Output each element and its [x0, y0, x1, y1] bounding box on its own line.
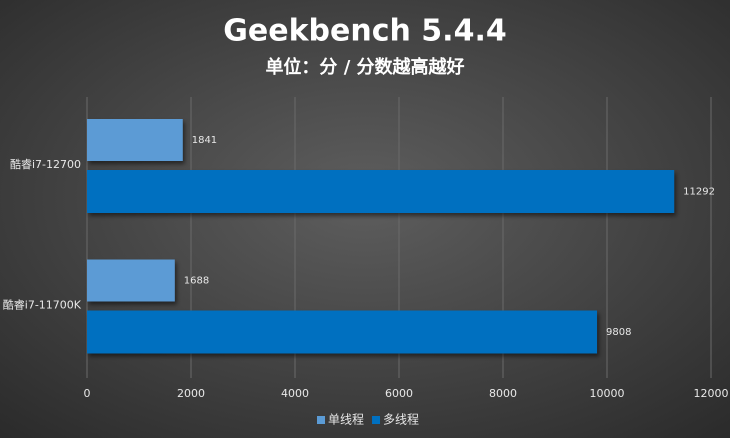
value-label: 1688: [184, 276, 209, 287]
bar: [87, 170, 675, 213]
x-tick-label: 2000: [177, 387, 205, 400]
x-tick-label: 4000: [281, 387, 309, 400]
y-tick-label: 酷睿i7-11700K: [3, 298, 82, 312]
value-label: 9808: [606, 327, 631, 338]
legend-swatch: [372, 416, 381, 424]
bar: [87, 259, 175, 302]
y-tick-label: 酷睿i7-12700: [10, 157, 81, 171]
chart-title: Geekbench 5.4.4: [223, 14, 506, 49]
x-tick-label: 0: [84, 387, 91, 400]
value-label: 11292: [683, 187, 715, 198]
x-tick-label: 10000: [590, 387, 625, 400]
legend-label: 单线程: [328, 412, 364, 427]
x-tick-label: 6000: [385, 387, 413, 400]
value-label: 1841: [192, 135, 217, 146]
legend-swatch: [317, 416, 325, 424]
legend-label: 多线程: [383, 412, 419, 427]
bar: [87, 310, 598, 354]
x-tick-label: 12000: [694, 387, 729, 400]
bar: [87, 119, 183, 161]
x-tick-label: 8000: [489, 387, 517, 400]
chart-subtitle: 单位：分 / 分数越高越好: [265, 56, 464, 78]
